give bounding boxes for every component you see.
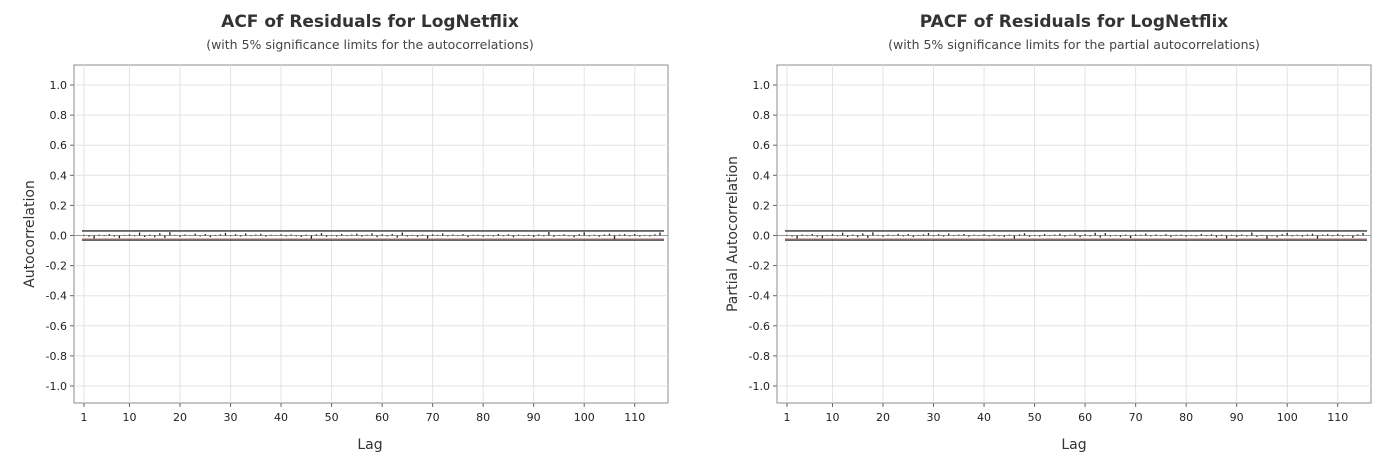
y-tick-label: 0.6 bbox=[753, 139, 771, 152]
x-tick-label: 50 bbox=[1028, 411, 1042, 424]
plot-frame bbox=[73, 64, 669, 404]
x-axis-label: Lag bbox=[1061, 437, 1086, 453]
y-tick-label: 0.2 bbox=[753, 199, 771, 212]
y-axis-label: Partial Autocorrelation bbox=[725, 156, 741, 312]
pacf-chart: PACF of Residuals for LogNetflix (with 5… bbox=[725, 12, 1372, 453]
y-tick-label: -0.8 bbox=[749, 350, 770, 363]
x-tick-label: 100 bbox=[574, 411, 595, 424]
y-tick-label: -1.0 bbox=[749, 380, 770, 393]
x-tick-label: 60 bbox=[375, 411, 389, 424]
chart-subtitle: (with 5% significance limits for the par… bbox=[888, 37, 1260, 52]
y-tick-label: 0.0 bbox=[753, 230, 771, 243]
x-axis-label: Lag bbox=[357, 437, 382, 453]
y-tick-label: 0.8 bbox=[50, 109, 68, 122]
y-tick-label: -0.4 bbox=[46, 290, 67, 303]
x-tick-label: 20 bbox=[876, 411, 890, 424]
x-tick-label: 90 bbox=[1230, 411, 1244, 424]
x-tick-label: 90 bbox=[527, 411, 541, 424]
x-tick-label: 10 bbox=[825, 411, 839, 424]
y-tick-label: 0.0 bbox=[50, 230, 68, 243]
chart-title: PACF of Residuals for LogNetflix bbox=[920, 12, 1229, 32]
x-tick-label: 40 bbox=[274, 411, 288, 424]
y-tick-label: -0.6 bbox=[749, 320, 770, 333]
chart-subtitle: (with 5% significance limits for the aut… bbox=[206, 37, 534, 52]
y-tick-label: 0.8 bbox=[753, 109, 771, 122]
y-tick-label: -0.8 bbox=[46, 350, 67, 363]
y-tick-label: 0.4 bbox=[50, 169, 68, 182]
x-tick-label: 100 bbox=[1277, 411, 1298, 424]
y-tick-label: -0.2 bbox=[46, 260, 67, 273]
y-tick-label: 0.6 bbox=[50, 139, 68, 152]
x-tick-label: 1 bbox=[81, 411, 88, 424]
y-tick-label: -0.4 bbox=[749, 290, 770, 303]
x-tick-label: 30 bbox=[224, 411, 238, 424]
x-tick-label: 60 bbox=[1078, 411, 1092, 424]
x-tick-label: 50 bbox=[325, 411, 339, 424]
plot-frame bbox=[776, 64, 1372, 404]
x-tick-label: 70 bbox=[426, 411, 440, 424]
y-tick-label: 0.4 bbox=[753, 169, 771, 182]
y-tick-label: 1.0 bbox=[50, 79, 68, 92]
x-tick-label: 70 bbox=[1129, 411, 1143, 424]
x-tick-label: 10 bbox=[122, 411, 136, 424]
x-tick-label: 80 bbox=[1179, 411, 1193, 424]
y-tick-label: 1.0 bbox=[753, 79, 771, 92]
x-tick-label: 30 bbox=[927, 411, 941, 424]
x-tick-label: 1 bbox=[784, 411, 791, 424]
x-tick-label: 20 bbox=[173, 411, 187, 424]
y-tick-label: 0.2 bbox=[50, 199, 68, 212]
y-tick-label: -0.6 bbox=[46, 320, 67, 333]
y-tick-label: -1.0 bbox=[46, 380, 67, 393]
y-tick-label: -0.2 bbox=[749, 260, 770, 273]
x-tick-label: 110 bbox=[624, 411, 645, 424]
x-tick-label: 110 bbox=[1327, 411, 1348, 424]
acf-chart: ACF of Residuals for LogNetflix (with 5%… bbox=[22, 12, 669, 453]
chart-title: ACF of Residuals for LogNetflix bbox=[221, 12, 519, 32]
y-axis-label: Autocorrelation bbox=[22, 180, 38, 288]
x-tick-label: 40 bbox=[977, 411, 991, 424]
x-tick-label: 80 bbox=[476, 411, 490, 424]
